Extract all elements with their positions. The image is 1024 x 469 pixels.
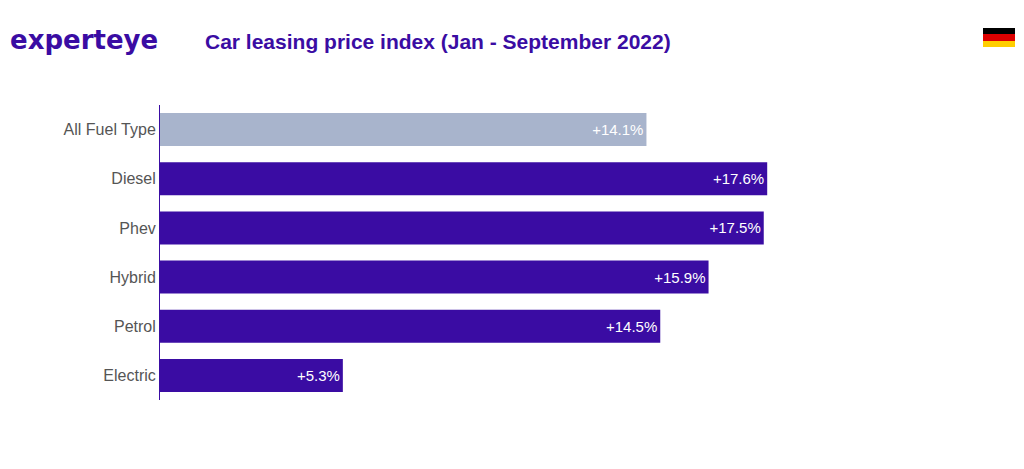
- svg-text:All Fuel Type: All Fuel Type: [64, 121, 156, 138]
- svg-text:+17.5%: +17.5%: [709, 219, 760, 236]
- svg-text:experteye: experteye: [10, 25, 158, 55]
- svg-text:Car leasing price index (Jan -: Car leasing price index (Jan - September…: [205, 30, 671, 53]
- svg-text:Electric: Electric: [103, 367, 155, 384]
- svg-text:Phev: Phev: [119, 220, 155, 237]
- svg-text:Hybrid: Hybrid: [110, 269, 156, 286]
- svg-text:Diesel: Diesel: [111, 170, 155, 187]
- svg-text:Petrol: Petrol: [114, 318, 156, 335]
- svg-text:+15.9%: +15.9%: [654, 269, 705, 286]
- svg-text:+17.6%: +17.6%: [713, 170, 764, 187]
- svg-text:+5.3%: +5.3%: [297, 367, 340, 384]
- svg-text:+14.1%: +14.1%: [592, 121, 643, 138]
- svg-text:+14.5%: +14.5%: [606, 318, 657, 335]
